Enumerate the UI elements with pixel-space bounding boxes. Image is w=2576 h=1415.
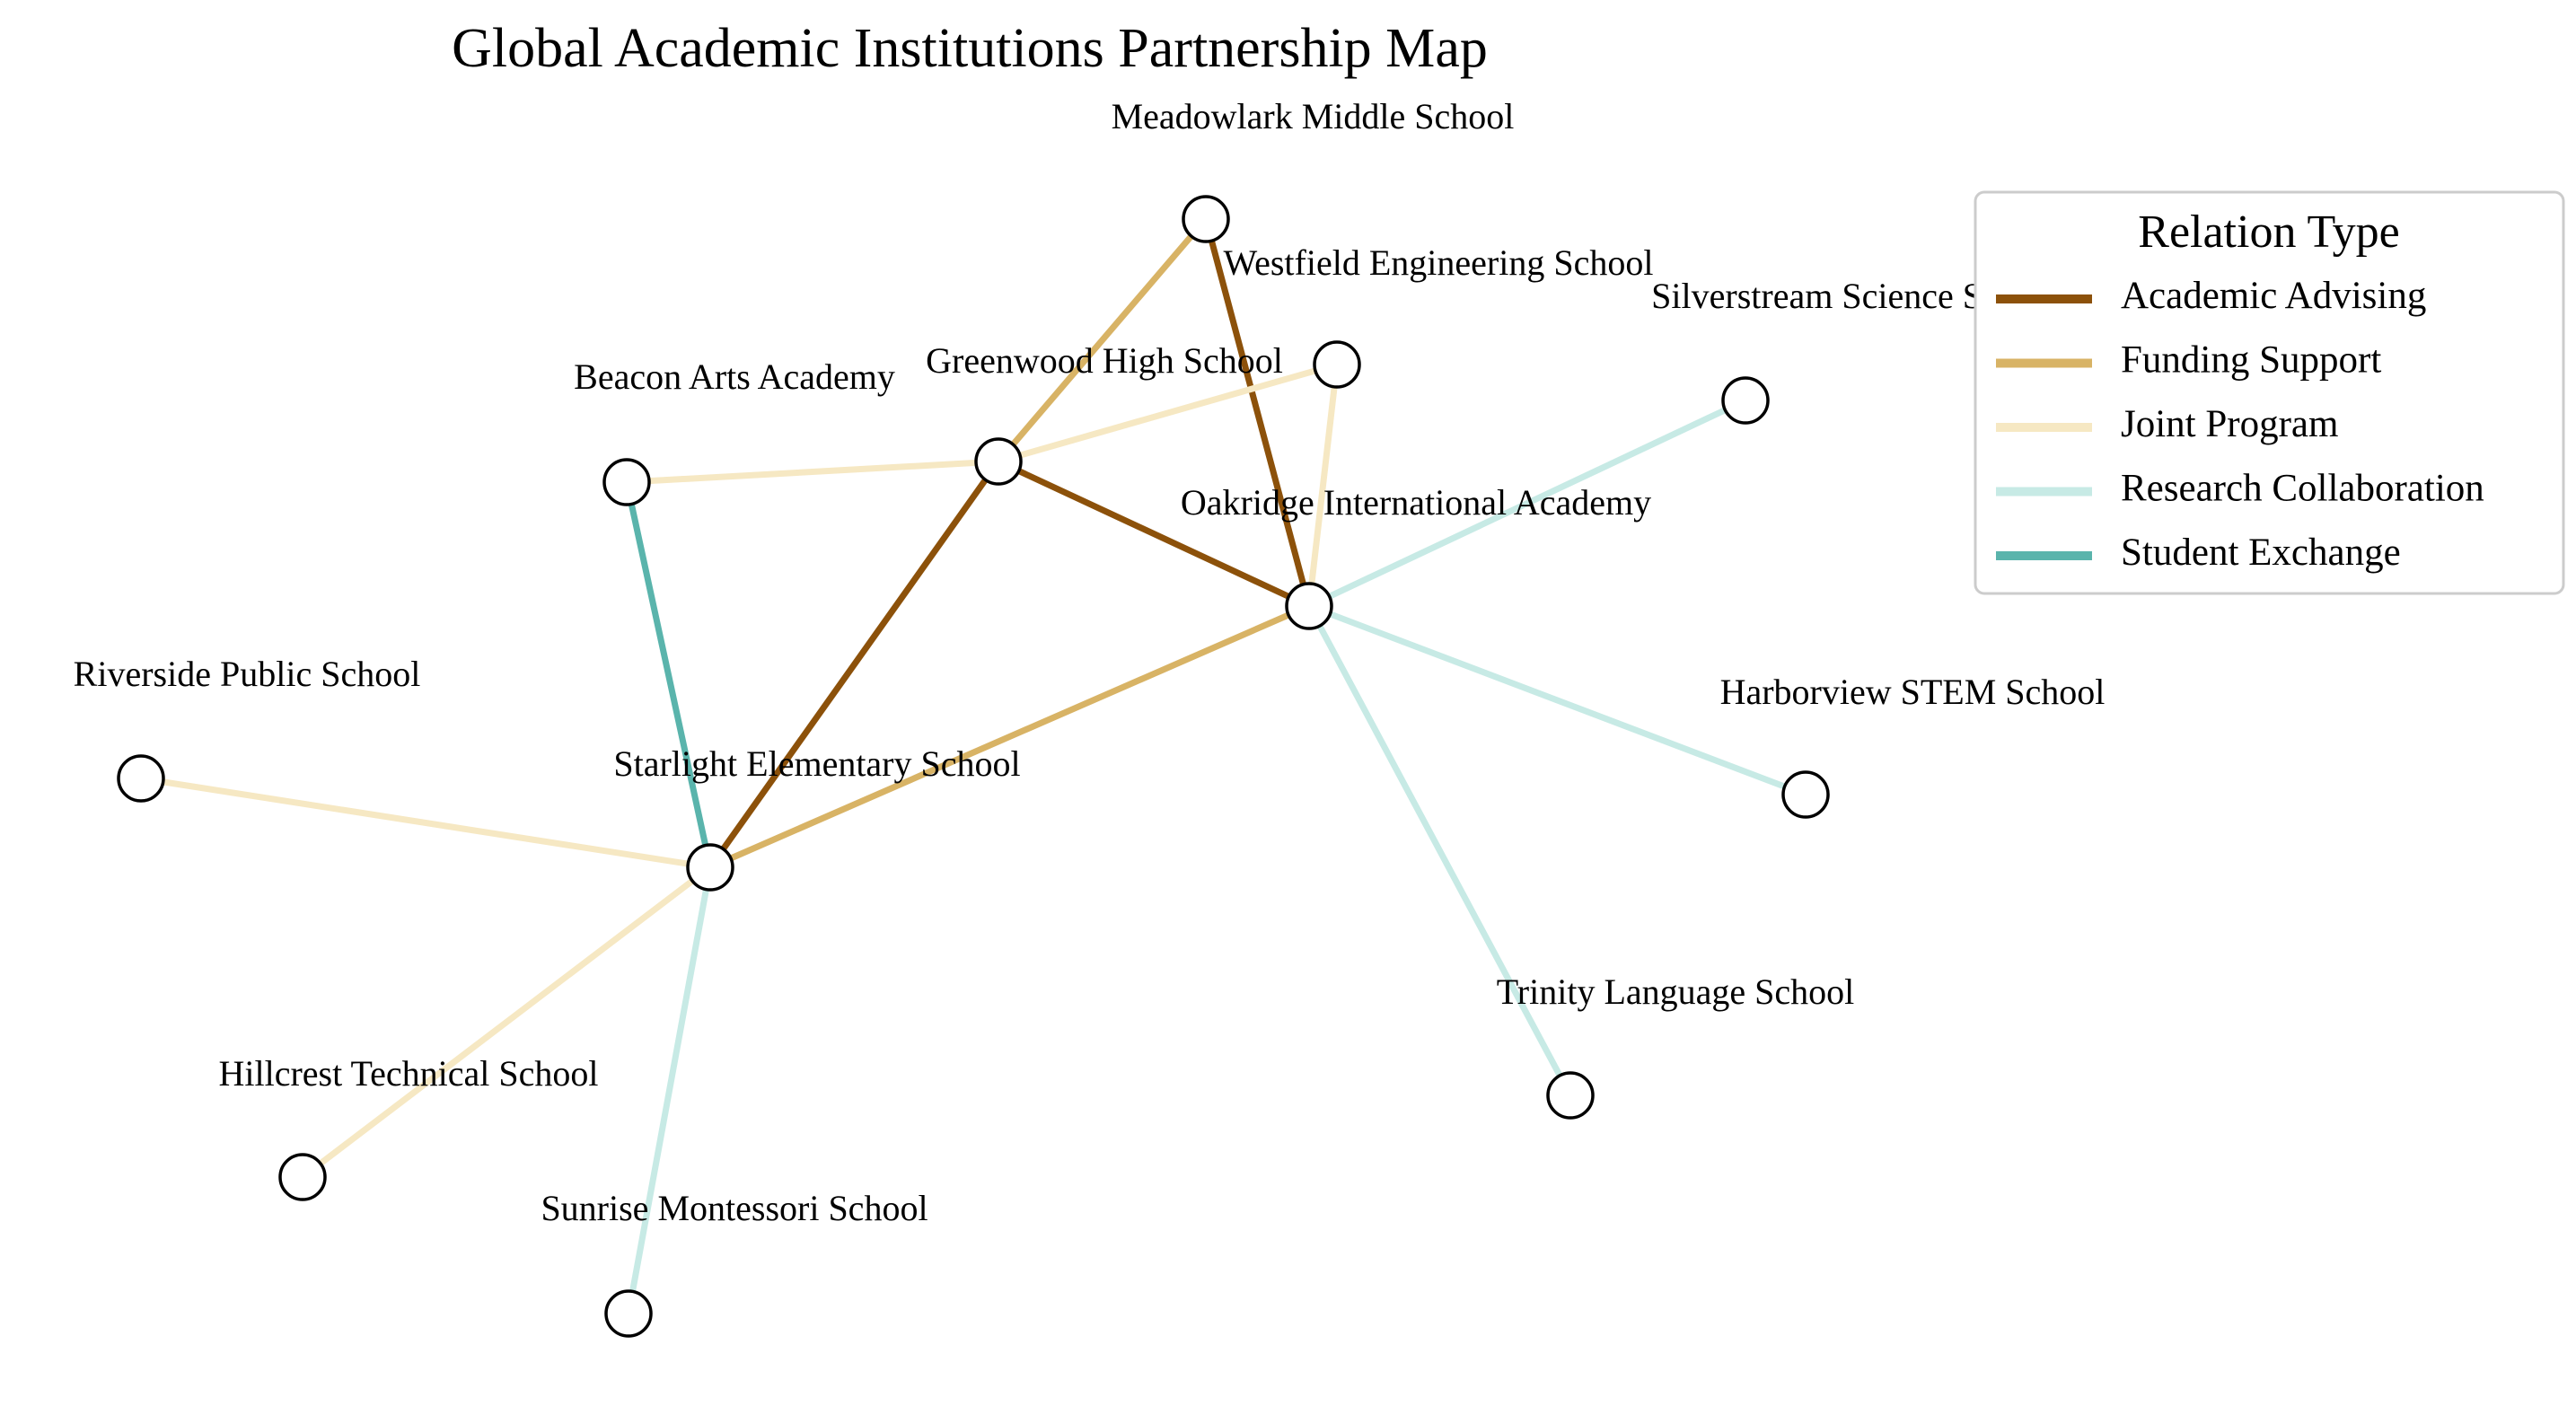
node-label-riverside: Riverside Public School — [74, 654, 421, 694]
edge-beacon-greenwood — [627, 461, 998, 482]
node-meadowlark[interactable] — [1183, 197, 1228, 242]
node-starlight[interactable] — [688, 845, 733, 890]
node-trinity[interactable] — [1548, 1073, 1593, 1118]
node-sunrise[interactable] — [606, 1291, 651, 1336]
node-label-harborview: Harborview STEM School — [1720, 672, 2106, 712]
node-riverside[interactable] — [119, 756, 163, 801]
edge-riverside-starlight — [141, 778, 710, 867]
diagram-title: Global Academic Institutions Partnership… — [452, 18, 1488, 79]
node-hillcrest[interactable] — [280, 1155, 325, 1200]
node-oakridge[interactable] — [1287, 584, 1332, 628]
node-greenwood[interactable] — [976, 439, 1021, 484]
node-label-sunrise: Sunrise Montessori School — [541, 1188, 928, 1228]
edge-beacon-starlight — [627, 482, 710, 867]
edge-starlight-sunrise — [629, 867, 710, 1314]
legend-label-funding_support: Funding Support — [2121, 338, 2381, 381]
edge-starlight-hillcrest — [303, 867, 710, 1177]
node-labels-layer: Meadowlark Middle School Westfield Engine… — [74, 96, 2106, 1228]
node-label-oakridge: Oakridge International Academy — [1181, 482, 1651, 523]
legend-label-joint_program: Joint Program — [2121, 403, 2338, 445]
node-westfield[interactable] — [1314, 342, 1359, 387]
node-label-starlight: Starlight Elementary School — [613, 743, 1020, 784]
edge-oakridge-trinity — [1309, 606, 1570, 1095]
legend-label-academic_advising: Academic Advising — [2121, 275, 2426, 317]
node-harborview[interactable] — [1783, 772, 1828, 817]
node-label-meadowlark: Meadowlark Middle School — [1112, 96, 1515, 136]
node-label-beacon: Beacon Arts Academy — [574, 356, 895, 397]
node-label-westfield: Westfield Engineering School — [1224, 242, 1654, 283]
legend: Relation Type Academic Advising Funding S… — [1975, 192, 2563, 593]
node-beacon[interactable] — [604, 460, 649, 505]
node-silverstream[interactable] — [1723, 378, 1768, 423]
node-label-trinity: Trinity Language School — [1497, 971, 1855, 1012]
node-label-greenwood: Greenwood High School — [926, 340, 1283, 381]
node-label-hillcrest: Hillcrest Technical School — [218, 1053, 598, 1094]
legend-label-research_collaboration: Research Collaboration — [2121, 467, 2484, 509]
legend-title: Relation Type — [2138, 207, 2399, 258]
legend-label-student_exchange: Student Exchange — [2121, 532, 2401, 574]
